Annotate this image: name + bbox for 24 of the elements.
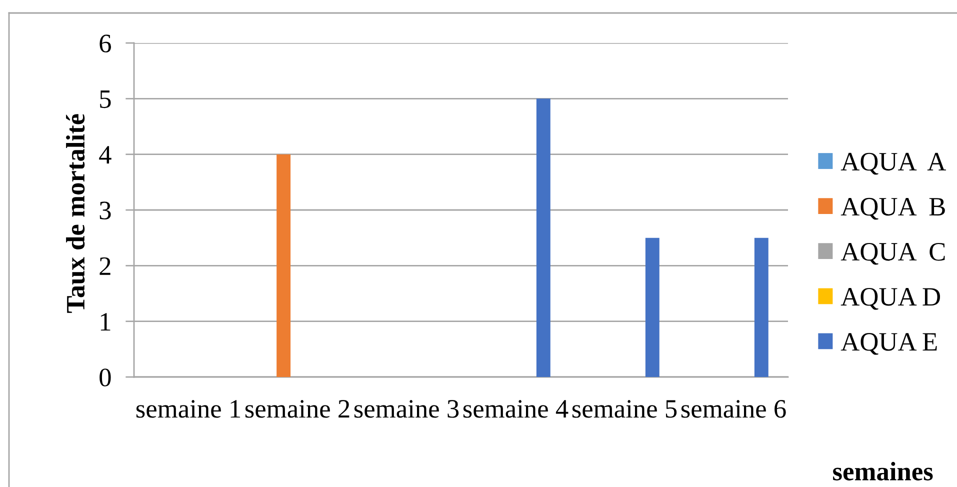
legend-label: AQUA C — [840, 242, 945, 265]
x-tick-label: semaine 3 — [354, 400, 459, 418]
legend-label: AQUA D — [840, 288, 940, 310]
x-tick-label: semaine 6 — [681, 400, 786, 418]
y-axis-title: Taux de mortalité — [66, 114, 85, 313]
bar — [536, 98, 550, 377]
legend-label: AQUA E — [840, 333, 937, 355]
y-tick-label: 2 — [100, 257, 110, 275]
legend-label: AQUA B — [840, 198, 945, 220]
legend-label: AQUA A — [840, 152, 946, 175]
y-tick-label: 6 — [100, 34, 111, 52]
y-tick-label: 1 — [100, 313, 110, 330]
y-tick-label: 3 — [100, 202, 111, 220]
y-tick-label: 4 — [99, 146, 112, 164]
bar — [754, 238, 768, 377]
x-tick-label: semaine 4 — [463, 400, 568, 418]
x-tick-label: semaine 1 — [136, 400, 240, 418]
y-tick-label: 0 — [100, 368, 111, 386]
bar — [645, 238, 660, 377]
y-tick-label: 5 — [100, 90, 111, 108]
x-tick-label: semaine 5 — [572, 400, 677, 418]
x-axis-title: semaines — [833, 462, 933, 480]
x-tick-label: semaine 2 — [245, 400, 350, 418]
bar — [276, 154, 291, 377]
